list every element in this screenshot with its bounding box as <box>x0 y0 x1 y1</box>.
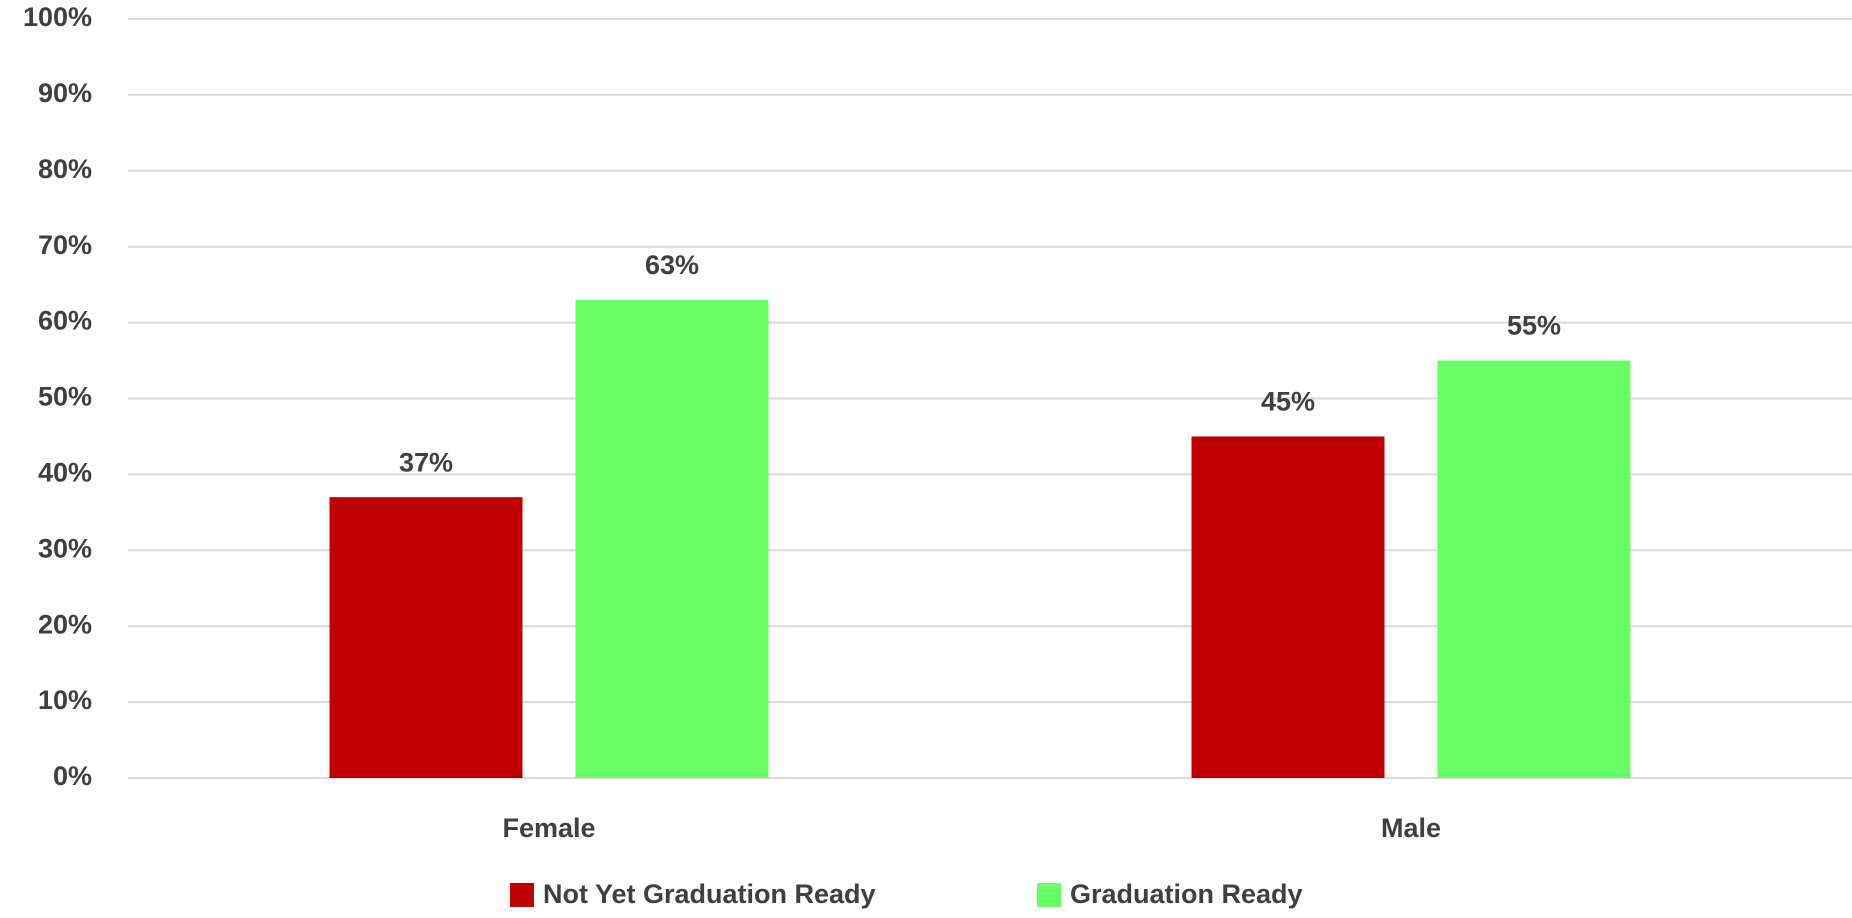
bar <box>329 497 523 778</box>
y-tick-label: 60% <box>38 306 92 336</box>
x-tick-label: Male <box>1381 813 1441 843</box>
y-tick-label: 20% <box>38 609 92 639</box>
data-label: 63% <box>645 250 699 280</box>
bar <box>575 299 769 778</box>
bar <box>1191 436 1385 778</box>
legend-label: Graduation Ready <box>1070 879 1303 909</box>
y-tick-label: 40% <box>38 458 92 488</box>
y-tick-label: 10% <box>38 685 92 715</box>
bar <box>1437 360 1631 778</box>
y-tick-label: 30% <box>38 533 92 563</box>
y-tick-label: 100% <box>23 2 92 32</box>
y-tick-label: 70% <box>38 230 92 260</box>
y-tick-label: 80% <box>38 154 92 184</box>
legend-label: Not Yet Graduation Ready <box>543 879 876 909</box>
y-tick-label: 90% <box>38 78 92 108</box>
data-label: 37% <box>399 447 453 477</box>
data-label: 55% <box>1507 311 1561 341</box>
legend-swatch <box>1037 883 1061 907</box>
y-tick-label: 0% <box>53 761 92 791</box>
legend-swatch <box>510 883 534 907</box>
y-tick-label: 50% <box>38 382 92 412</box>
data-label: 45% <box>1261 387 1315 417</box>
x-tick-label: Female <box>502 813 595 843</box>
